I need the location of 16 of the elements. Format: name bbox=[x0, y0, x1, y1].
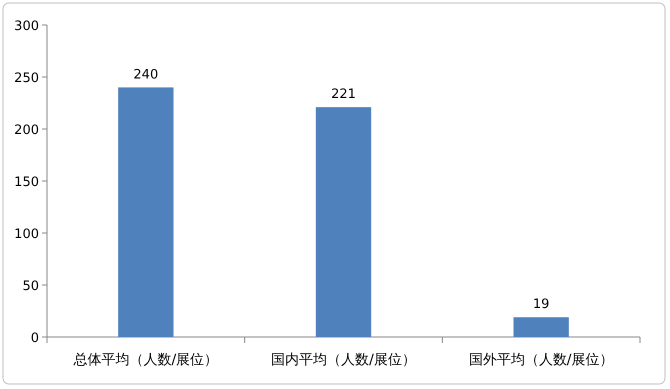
data-label: 19 bbox=[532, 297, 550, 312]
data-label: 240 bbox=[133, 67, 158, 82]
y-tick-label: 300 bbox=[14, 19, 39, 34]
y-tick-label: 150 bbox=[14, 175, 39, 190]
bar bbox=[316, 107, 372, 337]
y-tick-label: 200 bbox=[14, 123, 39, 138]
x-tick-label: 国外平均（人数/展位） bbox=[468, 352, 614, 368]
x-tick-label: 国内平均（人数/展位） bbox=[271, 352, 416, 368]
data-label: 221 bbox=[331, 87, 356, 102]
bar bbox=[513, 317, 569, 337]
y-tick-label: 100 bbox=[14, 227, 39, 242]
y-tick-label: 250 bbox=[14, 71, 39, 86]
bar bbox=[118, 87, 174, 337]
y-tick-label: 0 bbox=[30, 331, 39, 346]
x-tick-label: 总体平均（人数/展位） bbox=[72, 352, 218, 368]
y-tick-label: 50 bbox=[22, 279, 39, 294]
